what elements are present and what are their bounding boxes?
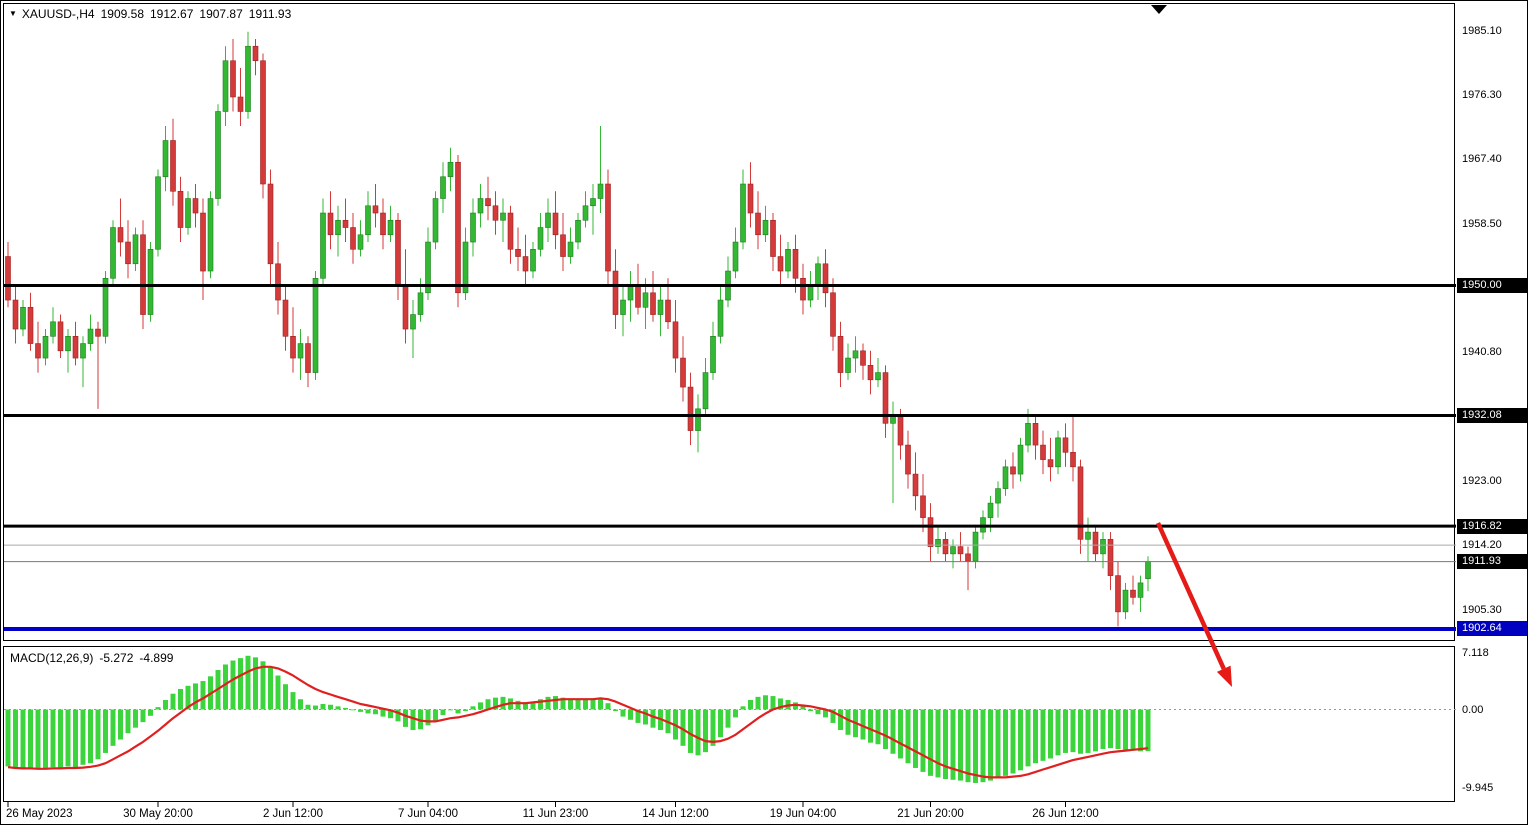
macd-signal-value: -4.899 <box>139 651 174 665</box>
macd-main-value: -5.272 <box>99 651 134 665</box>
price-chart-panel[interactable] <box>3 3 1455 641</box>
ohlc-high: 1912.67 <box>150 7 194 21</box>
macd-indicator-panel[interactable] <box>3 646 1455 802</box>
ohlc-low: 1907.87 <box>199 7 243 21</box>
price-scale[interactable] <box>1457 1 1527 802</box>
macd-label: MACD(12,26,9) -5.272 -4.899 <box>10 651 179 665</box>
ohlc-close: 1911.93 <box>248 7 292 21</box>
ohlc-open: 1909.58 <box>100 7 144 21</box>
time-scale[interactable] <box>1 802 1527 824</box>
symbol-period-label: XAUUSD-,H4 <box>21 7 95 21</box>
symbol-dropdown-icon[interactable]: ▼ <box>9 9 17 18</box>
macd-indicator-name: MACD(12,26,9) <box>10 651 94 665</box>
chart-title: ▼ XAUUSD-,H4 1909.58 1912.67 1907.87 1911.93 <box>9 7 291 21</box>
